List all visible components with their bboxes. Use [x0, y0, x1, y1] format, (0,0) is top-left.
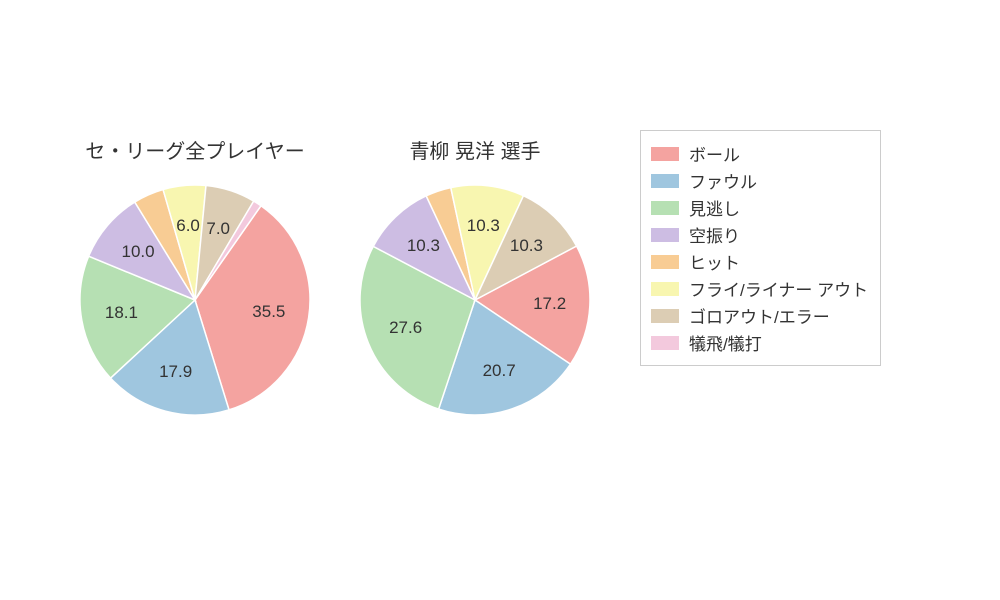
legend-label-swing: 空振り — [689, 222, 740, 247]
chart-title-player: 青柳 晃洋 選手 — [330, 135, 620, 164]
legend-swatch-sac — [651, 336, 679, 350]
legend-swatch-foul — [651, 174, 679, 188]
legend-label-look: 見逃し — [689, 195, 740, 220]
legend-swatch-hit — [651, 255, 679, 269]
pie-label-player-fly: 10.3 — [467, 216, 500, 236]
legend-label-foul: ファウル — [689, 168, 757, 193]
legend-label-hit: ヒット — [689, 249, 740, 274]
chart-title-league: セ・リーグ全プレイヤー — [50, 135, 340, 164]
pie-label-league-fly: 6.0 — [176, 216, 200, 236]
legend-item-swing: 空振り — [651, 222, 868, 247]
legend-swatch-ball — [651, 147, 679, 161]
pie-label-league-ball: 35.5 — [252, 302, 285, 322]
pie-label-league-look: 18.1 — [105, 303, 138, 323]
legend-item-hit: ヒット — [651, 249, 868, 274]
pie-label-player-foul: 20.7 — [483, 361, 516, 381]
legend-item-look: 見逃し — [651, 195, 868, 220]
pie-label-player-ground: 10.3 — [510, 236, 543, 256]
legend-item-ball: ボール — [651, 141, 868, 166]
legend-item-fly: フライ/ライナー アウト — [651, 276, 868, 301]
pie-label-player-swing: 10.3 — [407, 236, 440, 256]
legend-swatch-look — [651, 201, 679, 215]
legend-label-ball: ボール — [689, 141, 740, 166]
pie-label-player-ball: 17.2 — [533, 294, 566, 314]
legend: ボールファウル見逃し空振りヒットフライ/ライナー アウトゴロアウト/エラー犠飛/… — [640, 130, 881, 366]
legend-swatch-fly — [651, 282, 679, 296]
pie-label-player-look: 27.6 — [389, 318, 422, 338]
legend-swatch-swing — [651, 228, 679, 242]
legend-item-foul: ファウル — [651, 168, 868, 193]
legend-label-ground: ゴロアウト/エラー — [689, 303, 830, 328]
legend-label-sac: 犠飛/犠打 — [689, 330, 762, 355]
pie-label-league-ground: 7.0 — [206, 219, 230, 239]
legend-item-sac: 犠飛/犠打 — [651, 330, 868, 355]
chart-stage: セ・リーグ全プレイヤー 35.5 17.9 18.1 10.0 6.0 7.0 青柳 晃洋 選… — [0, 0, 1000, 600]
legend-label-fly: フライ/ライナー アウト — [689, 276, 868, 301]
legend-item-ground: ゴロアウト/エラー — [651, 303, 868, 328]
pie-label-league-foul: 17.9 — [159, 362, 192, 382]
pie-label-league-swing: 10.0 — [122, 242, 155, 262]
legend-swatch-ground — [651, 309, 679, 323]
